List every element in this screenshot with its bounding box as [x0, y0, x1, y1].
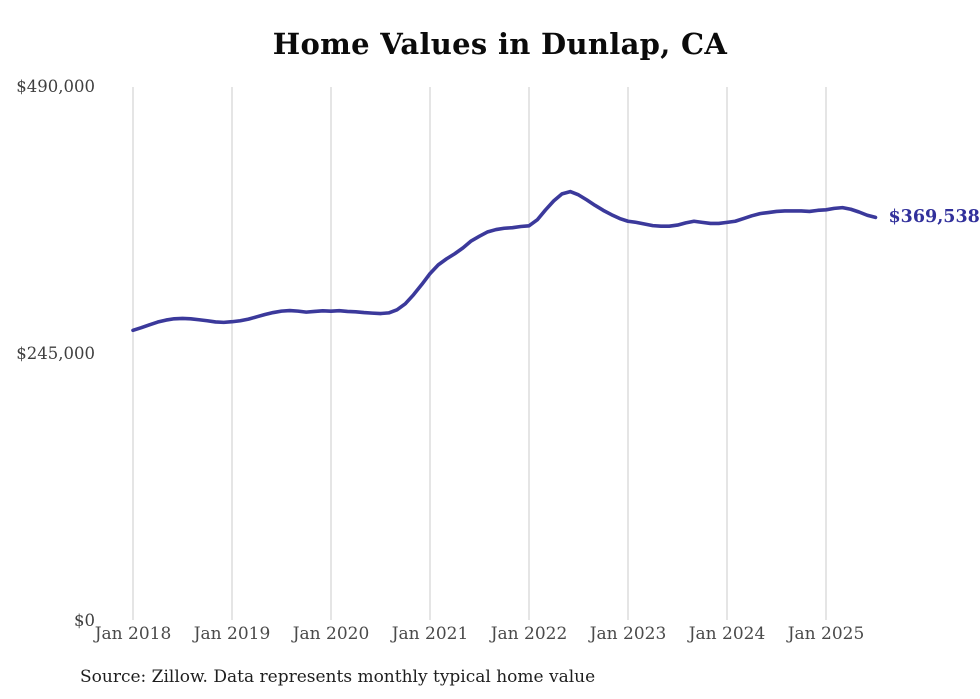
y-axis-tick-label: $0	[74, 611, 95, 630]
x-axis-tick-label: Jan 2018	[94, 624, 172, 644]
y-axis-tick-label: $245,000	[16, 343, 95, 363]
home-value-line	[131, 189, 878, 333]
source-note: Source: Zillow. Data represents monthly …	[80, 667, 596, 687]
x-axis-tick-label: Jan 2019	[193, 624, 271, 644]
x-axis-tick-label: Jan 2022	[490, 624, 568, 644]
latest-value-label: $369,538	[888, 207, 980, 228]
x-axis-tick-label: Jan 2024	[688, 624, 766, 644]
x-axis-tick-label: Jan 2025	[787, 624, 865, 644]
y-axis-tick-label: $490,000	[16, 76, 95, 96]
x-axis-tick-label: Jan 2021	[391, 624, 469, 644]
x-axis-tick-label: Jan 2023	[589, 624, 667, 644]
chart-title: Home Values in Dunlap, CA	[272, 27, 728, 61]
x-axis-tick-label: Jan 2020	[292, 624, 370, 644]
